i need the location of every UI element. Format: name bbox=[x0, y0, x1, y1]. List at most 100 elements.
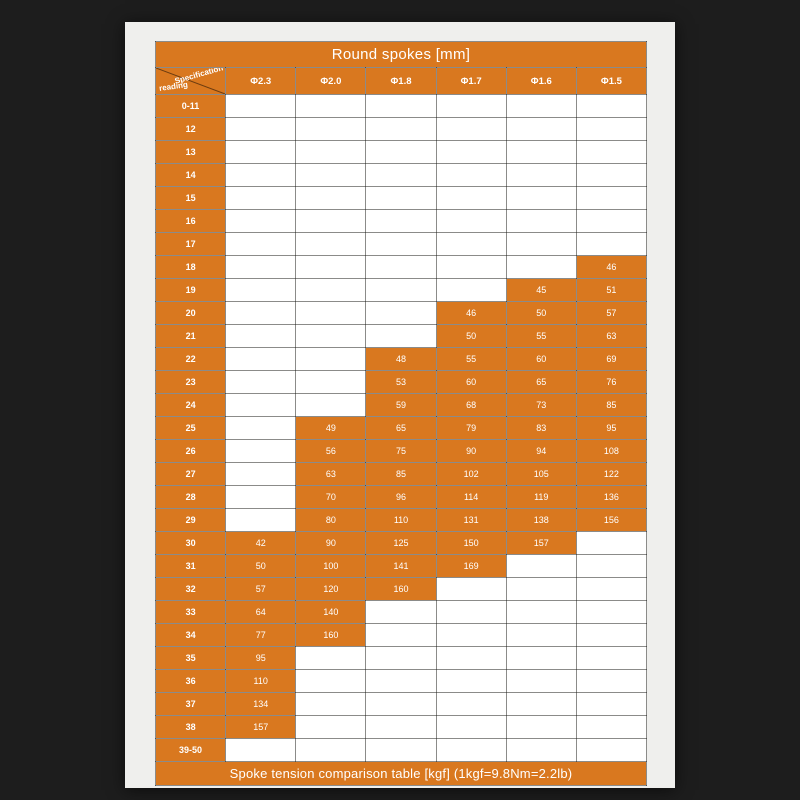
table-row: 20 46 50 57 bbox=[154, 301, 648, 325]
row-label: 17 bbox=[154, 232, 227, 256]
value-cell bbox=[365, 600, 437, 624]
row-label: 24 bbox=[154, 393, 227, 417]
table-body: 0-11 12 13 14 15 16 17 18 46 19 45 51 20 46 50 57 21 50 55… bbox=[154, 94, 648, 762]
value-cell bbox=[295, 301, 367, 325]
value-cell: 64 bbox=[225, 600, 297, 624]
column-header-row: Specification reading Φ2.3 Φ2.0 Φ1.8 Φ1.… bbox=[154, 67, 648, 95]
value-cell bbox=[225, 485, 297, 509]
table-row: 22 48 55 60 69 bbox=[154, 347, 648, 371]
value-cell bbox=[365, 669, 437, 693]
value-cell bbox=[365, 646, 437, 670]
column-header: Φ2.3 bbox=[225, 67, 297, 95]
value-cell: 96 bbox=[365, 485, 437, 509]
value-cell bbox=[365, 186, 437, 210]
row-label: 31 bbox=[154, 554, 227, 578]
table-row: 33 64 140 bbox=[154, 600, 648, 624]
value-cell: 80 bbox=[295, 508, 367, 532]
value-cell bbox=[435, 669, 507, 693]
value-cell bbox=[225, 370, 297, 394]
value-cell: 49 bbox=[295, 416, 367, 440]
value-cell: 65 bbox=[365, 416, 437, 440]
value-cell bbox=[295, 669, 367, 693]
value-cell: 50 bbox=[435, 324, 507, 348]
value-cell bbox=[225, 278, 297, 302]
value-cell bbox=[435, 577, 507, 601]
value-cell: 85 bbox=[365, 462, 437, 486]
value-cell bbox=[295, 186, 367, 210]
value-cell bbox=[435, 623, 507, 647]
row-label: 15 bbox=[154, 186, 227, 210]
row-label: 28 bbox=[154, 485, 227, 509]
value-cell bbox=[225, 738, 297, 762]
table-row: 13 bbox=[154, 140, 648, 164]
table-row: 16 bbox=[154, 209, 648, 233]
column-header: Φ1.7 bbox=[435, 67, 507, 95]
value-cell bbox=[575, 531, 648, 555]
value-cell bbox=[365, 324, 437, 348]
value-cell bbox=[505, 140, 577, 164]
value-cell: 157 bbox=[505, 531, 577, 555]
value-cell: 94 bbox=[505, 439, 577, 463]
column-header: Φ2.0 bbox=[295, 67, 367, 95]
row-label: 38 bbox=[154, 715, 227, 739]
value-cell: 160 bbox=[365, 577, 437, 601]
value-cell bbox=[575, 117, 648, 141]
value-cell bbox=[435, 232, 507, 256]
value-cell bbox=[575, 738, 648, 762]
value-cell bbox=[295, 715, 367, 739]
value-cell: 120 bbox=[295, 577, 367, 601]
value-cell: 105 bbox=[505, 462, 577, 486]
value-cell bbox=[505, 117, 577, 141]
value-cell: 169 bbox=[435, 554, 507, 578]
spec-sheet-card: Round spokes [mm] Specification reading … bbox=[125, 22, 675, 788]
table-row: 15 bbox=[154, 186, 648, 210]
value-cell bbox=[365, 117, 437, 141]
value-cell bbox=[435, 94, 507, 118]
value-cell: 73 bbox=[505, 393, 577, 417]
row-label: 39-50 bbox=[154, 738, 227, 762]
value-cell: 136 bbox=[575, 485, 648, 509]
value-cell: 83 bbox=[505, 416, 577, 440]
value-cell bbox=[225, 416, 297, 440]
value-cell: 50 bbox=[225, 554, 297, 578]
value-cell bbox=[295, 232, 367, 256]
value-cell bbox=[295, 117, 367, 141]
table-row: 19 45 51 bbox=[154, 278, 648, 302]
value-cell bbox=[295, 370, 367, 394]
value-cell bbox=[365, 715, 437, 739]
column-header: Φ1.6 bbox=[505, 67, 577, 95]
value-cell: 50 bbox=[505, 301, 577, 325]
value-cell bbox=[575, 623, 648, 647]
title-row: Round spokes [mm] bbox=[155, 41, 647, 68]
value-cell bbox=[505, 692, 577, 716]
value-cell bbox=[435, 278, 507, 302]
table-row: 30 42 90 125 150 157 bbox=[154, 531, 648, 555]
value-cell bbox=[365, 738, 437, 762]
value-cell: 95 bbox=[225, 646, 297, 670]
table-row: 26 56 75 90 94 108 bbox=[154, 439, 648, 463]
value-cell bbox=[505, 255, 577, 279]
row-label: 29 bbox=[154, 508, 227, 532]
value-cell: 70 bbox=[295, 485, 367, 509]
value-cell bbox=[365, 278, 437, 302]
value-cell bbox=[575, 209, 648, 233]
value-cell: 102 bbox=[435, 462, 507, 486]
value-cell bbox=[225, 209, 297, 233]
value-cell: 51 bbox=[575, 278, 648, 302]
row-label: 22 bbox=[154, 347, 227, 371]
value-cell bbox=[295, 163, 367, 187]
value-cell bbox=[225, 94, 297, 118]
value-cell bbox=[295, 209, 367, 233]
row-label: 36 bbox=[154, 669, 227, 693]
row-label: 25 bbox=[154, 416, 227, 440]
value-cell bbox=[575, 600, 648, 624]
table-row: 36 110 bbox=[154, 669, 648, 693]
table-row: 28 70 96 114 119 136 bbox=[154, 485, 648, 509]
value-cell bbox=[225, 462, 297, 486]
row-label: 12 bbox=[154, 117, 227, 141]
value-cell bbox=[295, 692, 367, 716]
value-cell bbox=[225, 324, 297, 348]
value-cell: 42 bbox=[225, 531, 297, 555]
value-cell: 110 bbox=[365, 508, 437, 532]
value-cell: 69 bbox=[575, 347, 648, 371]
